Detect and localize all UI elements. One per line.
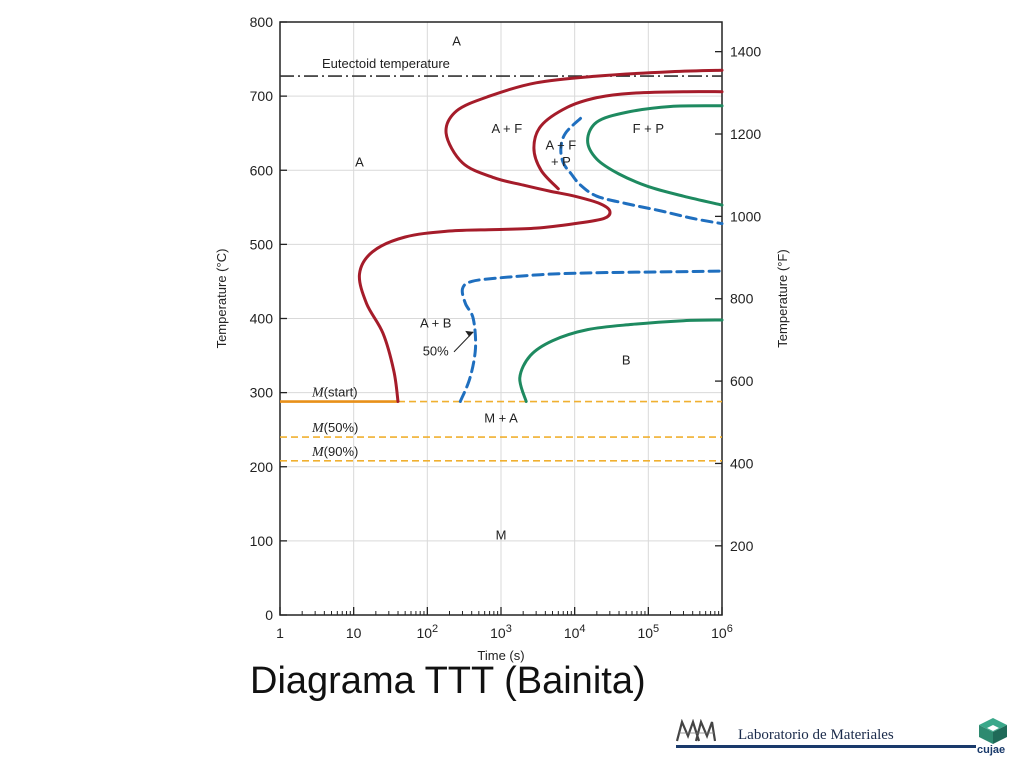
cujae-logo-icon <box>979 718 1007 744</box>
reference-line-label: M(90%) <box>311 444 358 460</box>
y-axis-label: Temperature (°C) <box>214 249 229 349</box>
region-label: 50% <box>423 344 449 359</box>
footer-lab-label: Laboratorio de Materiales <box>738 727 894 743</box>
series-line-5 <box>518 318 724 403</box>
y-axis-label-right: Temperature (°F) <box>775 249 790 347</box>
x-tick-label: 103 <box>490 623 512 641</box>
y-tick-label: 400 <box>250 311 274 327</box>
slide-title: Diagrama TTT (Bainita) <box>250 660 646 702</box>
region-label: A + B <box>420 315 451 330</box>
region-label: A + F <box>491 121 522 136</box>
series <box>357 68 724 403</box>
y-tick-label: 800 <box>250 14 274 30</box>
region-label: B <box>622 352 631 367</box>
footer-divider <box>676 745 976 748</box>
region-label: M + A <box>484 410 518 425</box>
y-right-tick-label: 400 <box>730 455 754 471</box>
axes: 0 100 200 300 400 500 600 700 800 200 400 600 800 100… <box>214 14 790 663</box>
y-tick-label: 0 <box>265 607 273 623</box>
series-line-2 <box>532 90 724 191</box>
series-line-3 <box>458 269 724 403</box>
series-line-6 <box>586 104 724 207</box>
x-tick-label: 102 <box>416 623 438 641</box>
annotation-arrowhead <box>465 330 474 337</box>
footer-brand: cujae <box>977 744 1006 756</box>
reference-line-label: Eutectoid temperature <box>322 56 450 71</box>
region-label: A <box>355 155 364 170</box>
region-label: F + P <box>633 121 664 136</box>
region-label: A <box>452 34 461 49</box>
x-axis-label: Time (s) <box>477 648 524 663</box>
y-right-tick-label: 1000 <box>730 208 761 224</box>
x-tick-label: 1 <box>276 625 284 641</box>
labels: A A A + F A + F + P F + P A + B 50% B M + A M <box>355 34 664 543</box>
y-tick-label: 300 <box>250 385 274 401</box>
series-line-4 <box>559 116 724 226</box>
x-tick-label: 105 <box>637 623 659 641</box>
x-tick-label: 106 <box>711 623 733 641</box>
reference-line-label: M(50%) <box>311 420 358 436</box>
y-right-tick-label: 1400 <box>730 44 761 60</box>
x-tick-label: 10 <box>346 625 362 641</box>
grid <box>279 21 723 616</box>
region-label: A + F <box>546 137 577 152</box>
y-tick-label: 700 <box>250 88 274 104</box>
y-right-tick-label: 600 <box>730 373 754 389</box>
y-tick-label: 100 <box>250 533 274 549</box>
region-label: + P <box>551 154 571 169</box>
y-right-tick-label: 200 <box>730 538 754 554</box>
y-tick-label: 500 <box>250 236 274 252</box>
reference-lines: Eutectoid temperature M(start) M(50%) M(90%… <box>280 56 722 462</box>
laboratorio-logo-icon <box>676 719 716 742</box>
series-line-1 <box>357 68 724 403</box>
x-tick-label: 104 <box>564 623 586 641</box>
y-tick-label: 600 <box>250 162 274 178</box>
y-tick-label: 200 <box>250 459 274 475</box>
y-right-tick-label: 1200 <box>730 126 761 142</box>
y-right-tick-label: 800 <box>730 291 754 307</box>
region-label: M <box>496 527 507 542</box>
reference-line-label: M(start) <box>311 385 358 401</box>
